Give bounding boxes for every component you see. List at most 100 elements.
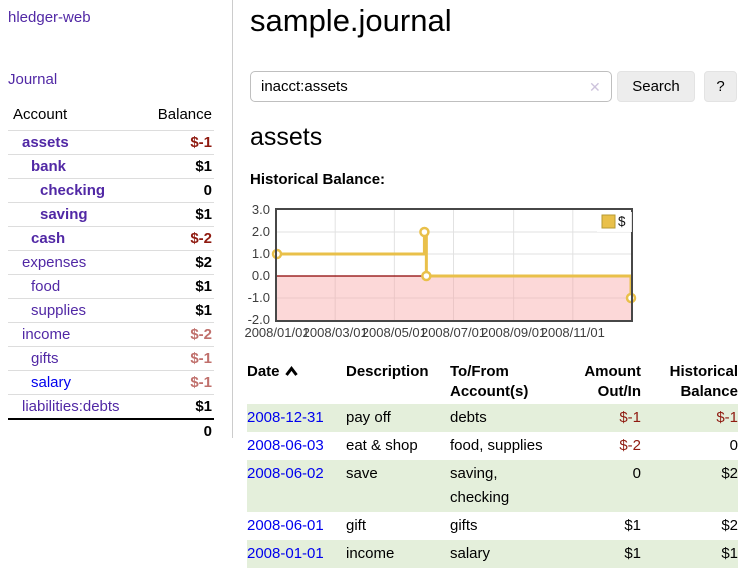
account-link[interactable]: food bbox=[31, 278, 61, 295]
chart-title: Historical Balance: bbox=[250, 171, 386, 188]
register-header-row: Date Description To/From Account(s) Amoun… bbox=[247, 360, 738, 404]
accounts-table: Account Balance assets $-1 bank $1 check… bbox=[8, 100, 214, 443]
account-link[interactable]: assets bbox=[22, 134, 69, 151]
register-header-date[interactable]: Date bbox=[247, 360, 346, 404]
app-title-link[interactable]: hledger-web bbox=[8, 9, 91, 26]
account-balance: $2 bbox=[195, 254, 212, 271]
account-link[interactable]: checking bbox=[40, 182, 106, 199]
sidebar: hledger-web Journal Account Balance asse… bbox=[0, 0, 233, 440]
y-tick-label: 0.0 bbox=[251, 268, 270, 283]
account-balance: $1 bbox=[195, 302, 212, 319]
register-row: 2008-06-01 gift gifts $1 $2 bbox=[247, 512, 738, 540]
x-tick-label: 2008/09/01 bbox=[481, 325, 547, 340]
account-balance: $-1 bbox=[190, 350, 212, 367]
transaction-description: save bbox=[346, 465, 378, 482]
accounts-total-balance: 0 bbox=[203, 423, 212, 440]
account-balance: $1 bbox=[195, 158, 212, 175]
transaction-balance: $2 bbox=[721, 465, 738, 482]
transaction-balance: $1 bbox=[721, 545, 738, 562]
transaction-date-link[interactable]: 2008-06-02 bbox=[247, 465, 324, 482]
x-tick-label: 2008/07/01 bbox=[420, 325, 487, 340]
account-balance: $-2 bbox=[190, 230, 212, 247]
balance-chart-svg[interactable]: $ bbox=[271, 208, 637, 322]
transaction-amount: $1 bbox=[624, 545, 641, 562]
register-row: 2008-06-02 save saving, checking 0 $2 bbox=[247, 460, 738, 512]
register-table: Date Description To/From Account(s) Amoun… bbox=[247, 360, 738, 568]
search-input[interactable] bbox=[250, 71, 612, 102]
transaction-description: pay off bbox=[346, 409, 391, 426]
transaction-accounts: debts bbox=[450, 409, 487, 426]
account-row: supplies $1 bbox=[8, 298, 214, 323]
account-link[interactable]: income bbox=[22, 326, 71, 343]
chevron-up-icon bbox=[284, 363, 298, 383]
account-link[interactable]: bank bbox=[31, 158, 67, 175]
accounts-header-row: Account Balance bbox=[8, 100, 214, 131]
account-row: salary $-1 bbox=[8, 370, 214, 395]
accounts-header-balance: Balance bbox=[157, 106, 212, 123]
account-row: saving $1 bbox=[8, 202, 214, 227]
transaction-balance: 0 bbox=[729, 437, 738, 454]
register-header-accounts: To/From Account(s) bbox=[450, 363, 529, 400]
account-row: assets $-1 bbox=[8, 130, 214, 155]
account-balance: $1 bbox=[195, 206, 212, 223]
transaction-description: income bbox=[346, 545, 395, 562]
account-link[interactable]: liabilities:debts bbox=[22, 398, 120, 415]
transaction-description: gift bbox=[346, 517, 367, 534]
register-table-body: 2008-12-31 pay off debts $-1 $-1 2008-06… bbox=[247, 404, 738, 568]
transaction-amount: $-1 bbox=[619, 409, 641, 426]
x-tick-label: 2008/03/01 bbox=[302, 325, 368, 340]
account-row: checking 0 bbox=[8, 178, 214, 203]
account-balance: $1 bbox=[195, 398, 212, 415]
transaction-accounts: food, supplies bbox=[450, 437, 543, 454]
account-row: income $-2 bbox=[8, 322, 214, 347]
transaction-amount: $-2 bbox=[619, 437, 641, 454]
clear-search-icon[interactable]: ✕ bbox=[589, 79, 601, 95]
transaction-date-link[interactable]: 2008-06-03 bbox=[247, 437, 324, 454]
accounts-total-row: 0 bbox=[8, 419, 214, 443]
register-header-amount: Amount Out/In bbox=[584, 363, 641, 400]
transaction-accounts: saving, checking bbox=[450, 465, 510, 506]
account-balance: $1 bbox=[195, 278, 212, 295]
chart-x-axis: 2008/01/01 2008/03/01 2008/05/01 2008/07/01… bbox=[244, 325, 633, 341]
register-header-balance: Historical Balance bbox=[669, 363, 738, 400]
account-heading: assets bbox=[250, 123, 323, 151]
account-balance: $-1 bbox=[190, 374, 212, 391]
account-balance: $-2 bbox=[190, 326, 212, 343]
svg-text:$: $ bbox=[618, 214, 626, 229]
account-link[interactable]: cash bbox=[31, 230, 66, 247]
transaction-balance: $-1 bbox=[716, 409, 738, 426]
accounts-table-body: assets $-1 bank $1 checking 0 saving $1 … bbox=[8, 130, 214, 420]
account-balance: 0 bbox=[203, 182, 212, 199]
register-row: 2008-01-01 income salary $1 $1 bbox=[247, 540, 738, 568]
x-tick-label: 2008/11/01 bbox=[540, 325, 605, 340]
y-tick-label: -2.0 bbox=[247, 312, 270, 327]
sidebar-item-journal[interactable]: Journal bbox=[8, 71, 58, 88]
transaction-balance: $2 bbox=[721, 517, 738, 534]
y-tick-label: 3.0 bbox=[251, 202, 270, 217]
register-header-description: Description bbox=[346, 363, 429, 380]
account-row: food $1 bbox=[8, 274, 214, 299]
register-row: 2008-06-03 eat & shop food, supplies $-2… bbox=[247, 432, 738, 460]
transaction-accounts: salary bbox=[450, 545, 491, 562]
y-tick-label: -1.0 bbox=[247, 290, 270, 305]
help-button[interactable]: ? bbox=[704, 71, 737, 102]
account-balance: $-1 bbox=[190, 134, 212, 151]
y-tick-label: 2.0 bbox=[251, 224, 270, 239]
account-link[interactable]: saving bbox=[40, 206, 88, 223]
account-row: liabilities:debts $1 bbox=[8, 394, 214, 420]
account-row: expenses $2 bbox=[8, 250, 214, 275]
account-link[interactable]: expenses bbox=[22, 254, 87, 271]
account-link[interactable]: gifts bbox=[31, 350, 59, 367]
account-row: cash $-2 bbox=[8, 226, 214, 251]
transaction-date-link[interactable]: 2008-06-01 bbox=[247, 517, 324, 534]
account-row: bank $1 bbox=[8, 154, 214, 179]
search-button[interactable]: Search bbox=[617, 71, 695, 102]
transaction-accounts: gifts bbox=[450, 517, 478, 534]
account-link[interactable]: salary bbox=[31, 374, 72, 391]
register-row: 2008-12-31 pay off debts $-1 $-1 bbox=[247, 404, 738, 432]
y-tick-label: 1.0 bbox=[251, 246, 270, 261]
transaction-date-link[interactable]: 2008-12-31 bbox=[247, 409, 324, 426]
transaction-description: eat & shop bbox=[346, 437, 418, 454]
transaction-date-link[interactable]: 2008-01-01 bbox=[247, 545, 324, 562]
account-link[interactable]: supplies bbox=[31, 302, 87, 319]
